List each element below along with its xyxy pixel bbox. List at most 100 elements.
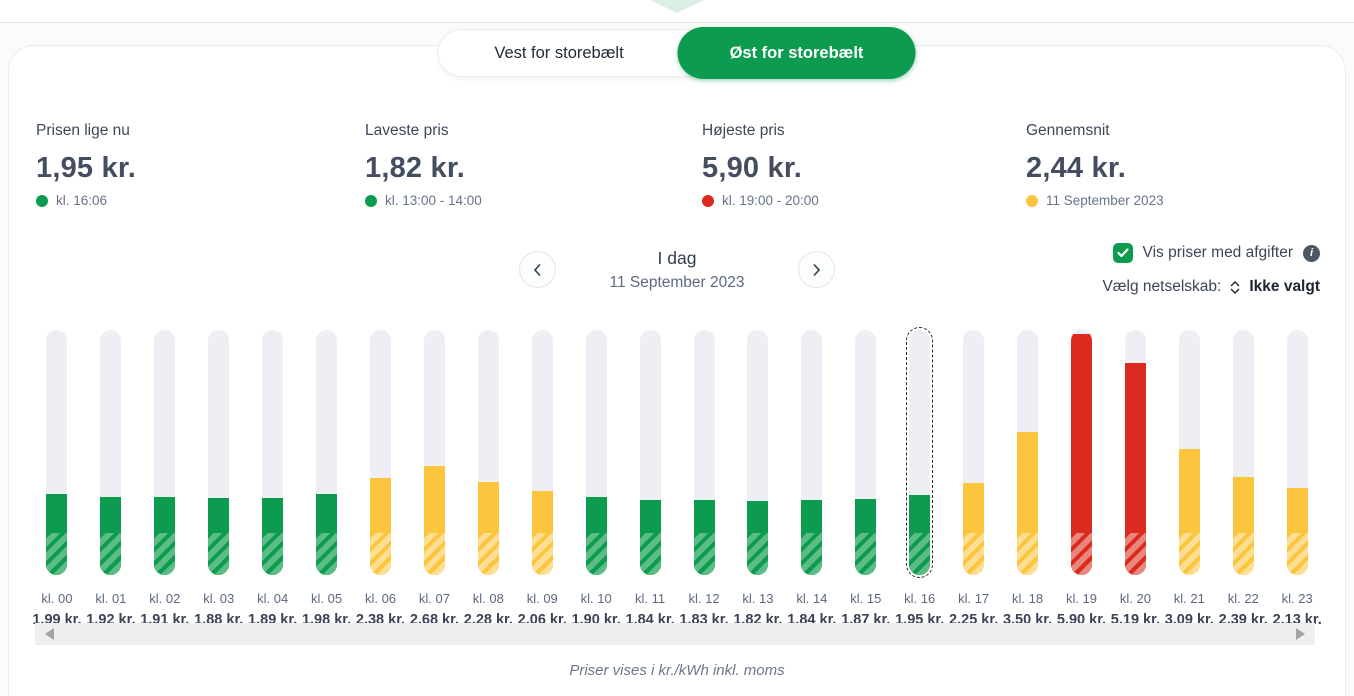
stat-detail: 11 September 2023 [1046, 193, 1164, 208]
chart-bar[interactable] [1286, 330, 1308, 575]
chart-bar-taxes-hatch [963, 533, 985, 575]
info-icon[interactable]: i [1303, 244, 1320, 262]
chart-bar[interactable] [585, 330, 607, 575]
chart-bar[interactable] [531, 330, 553, 575]
stat-value: 1,82 kr. [365, 152, 465, 184]
tab-vest-for-storebaelt[interactable]: Vest for storebælt [494, 43, 624, 62]
chart-bar-selected[interactable] [906, 327, 934, 578]
chart-bar[interactable] [316, 330, 338, 575]
chart-bar[interactable] [1124, 330, 1146, 575]
chart-bar[interactable] [262, 330, 284, 575]
chart-bar[interactable] [369, 330, 391, 575]
stat-lowest-price: Laveste pris 1,82 kr. kl. 13:00 - 14:00 [365, 122, 482, 208]
chart-bar-taxes-hatch [477, 533, 499, 575]
taxes-checkbox[interactable] [1112, 243, 1133, 263]
status-dot [365, 194, 377, 207]
chart-bar[interactable] [747, 330, 769, 575]
chart-bar[interactable] [46, 330, 68, 575]
chart-bar-hour-label: kl. 15 [850, 591, 882, 606]
chart-bar[interactable] [855, 330, 877, 575]
stat-highest-price: Højeste pris 5,90 kr. kl. 19:00 - 20:00 [702, 122, 819, 208]
chart-bar-fill [909, 495, 931, 575]
chart-bar-fill [477, 482, 499, 575]
chart-bar-fill [100, 497, 122, 575]
stat-label: Laveste pris [365, 122, 449, 139]
status-dot [36, 194, 48, 207]
chart-bar[interactable] [1017, 330, 1039, 575]
prev-day-button[interactable] [519, 251, 556, 288]
stat-label: Højeste pris [702, 122, 785, 139]
chart-bar-column: kl. 08 2,28 kr. [461, 330, 515, 628]
chart-bar-fill [154, 497, 176, 575]
chart-bar[interactable] [963, 330, 985, 575]
chart-bar[interactable] [1070, 330, 1092, 575]
scroll-left-arrow-icon[interactable] [45, 628, 54, 640]
chart-bar-fill [1124, 363, 1146, 575]
chevron-left-icon [533, 263, 541, 276]
chart-bar-hour-label: kl. 03 [203, 591, 235, 606]
chart-bar-hour-label: kl. 04 [257, 591, 289, 606]
netcompany-select-row: Vælg netselskab: Ikke valgt [1102, 278, 1320, 296]
chart-bar-fill [1286, 488, 1308, 575]
chart-bar-column: kl. 06 2,38 kr. [354, 330, 408, 628]
chevron-right-icon [813, 263, 821, 276]
chart-bar-column: kl. 19 5,90 kr. [1055, 330, 1109, 628]
chart-bar-taxes-hatch [1286, 533, 1308, 575]
chart-bar-fill [316, 494, 338, 575]
chart-bar-column: kl. 10 1,90 kr. [569, 330, 623, 628]
netcompany-select-label: Vælg netselskab: [1102, 278, 1222, 295]
chart-bar-taxes-hatch [1017, 533, 1039, 575]
tab-oest-for-storebaelt[interactable]: Øst for storebælt [677, 27, 916, 79]
chart-horizontal-scrollbar[interactable] [35, 623, 1315, 645]
chart-bar-taxes-hatch [747, 533, 769, 575]
chart-bar-column: kl. 21 3,09 kr. [1162, 330, 1216, 628]
chart-bar-fill [369, 478, 391, 575]
chart-bar-taxes-hatch [909, 533, 931, 575]
chart-bar-column: kl. 23 2,13 kr. [1270, 330, 1324, 628]
taxes-checkbox-row: Vis priser med afgifter i [1112, 243, 1320, 263]
chart-bar-column: kl. 20 5,19 kr. [1108, 330, 1162, 628]
chart-bar-hour-label: kl. 02 [149, 591, 181, 606]
chart-bar-column: kl. 18 3,50 kr. [1001, 330, 1055, 628]
chart-bar[interactable] [1232, 330, 1254, 575]
chart-bar-taxes-hatch [531, 533, 553, 575]
chart-bar-hour-label: kl. 08 [472, 591, 504, 606]
chart-bar-column: kl. 14 1,84 kr. [785, 330, 839, 628]
chart-bar-hour-label: kl. 21 [1173, 591, 1205, 606]
chart-bar[interactable] [154, 330, 176, 575]
chart-bar-fill [747, 501, 769, 575]
chart-bar-column: kl. 13 1,82 kr. [731, 330, 785, 628]
chart-bar-taxes-hatch [369, 533, 391, 575]
chart-bar-column: kl. 22 2,39 kr. [1216, 330, 1270, 628]
chart-bar[interactable] [693, 330, 715, 575]
chart-bar-fill [693, 500, 715, 575]
taxes-checkbox-label: Vis priser med afgifter [1142, 244, 1293, 261]
chart-bar-taxes-hatch [316, 533, 338, 575]
next-day-button[interactable] [798, 251, 835, 288]
chart-bar-hour-label: kl. 06 [364, 591, 397, 606]
hourly-price-bar-chart: kl. 00 1,99 kr. kl. 01 1,92 kr. kl. 02 1,91 k… [30, 327, 1324, 628]
chart-bar[interactable] [477, 330, 499, 575]
stat-label: Prisen lige nu [36, 122, 130, 139]
chart-bar-hour-label: kl. 13 [742, 591, 774, 606]
chart-bar[interactable] [208, 330, 230, 575]
scroll-right-arrow-icon[interactable] [1296, 628, 1305, 640]
stat-value: 5,90 kr. [702, 152, 802, 184]
chart-bar[interactable] [423, 330, 445, 575]
chart-bar[interactable] [1178, 330, 1200, 575]
chart-bar[interactable] [801, 330, 823, 575]
tab-pointer-triangle-icon [650, 0, 704, 13]
chart-bar-fill [855, 499, 877, 575]
stat-value: 1,95 kr. [36, 152, 136, 184]
chart-bar-column: kl. 17 2,25 kr. [947, 330, 1001, 628]
chart-bar-hour-label: kl. 22 [1227, 591, 1259, 606]
region-tab-switcher: Vest for storebælt Øst for storebælt [437, 27, 917, 79]
chart-bar[interactable] [639, 330, 661, 575]
chart-bar-taxes-hatch [423, 533, 445, 575]
chart-bar-hour-label: kl. 11 [635, 591, 666, 606]
chart-bar-taxes-hatch [46, 533, 68, 575]
netcompany-select-value[interactable]: Ikke valgt [1249, 278, 1320, 295]
chart-bar[interactable] [100, 330, 122, 575]
chart-bar-taxes-hatch [801, 533, 823, 575]
chart-footnote: Priser vises i kr./kWh inkl. moms [569, 662, 785, 679]
